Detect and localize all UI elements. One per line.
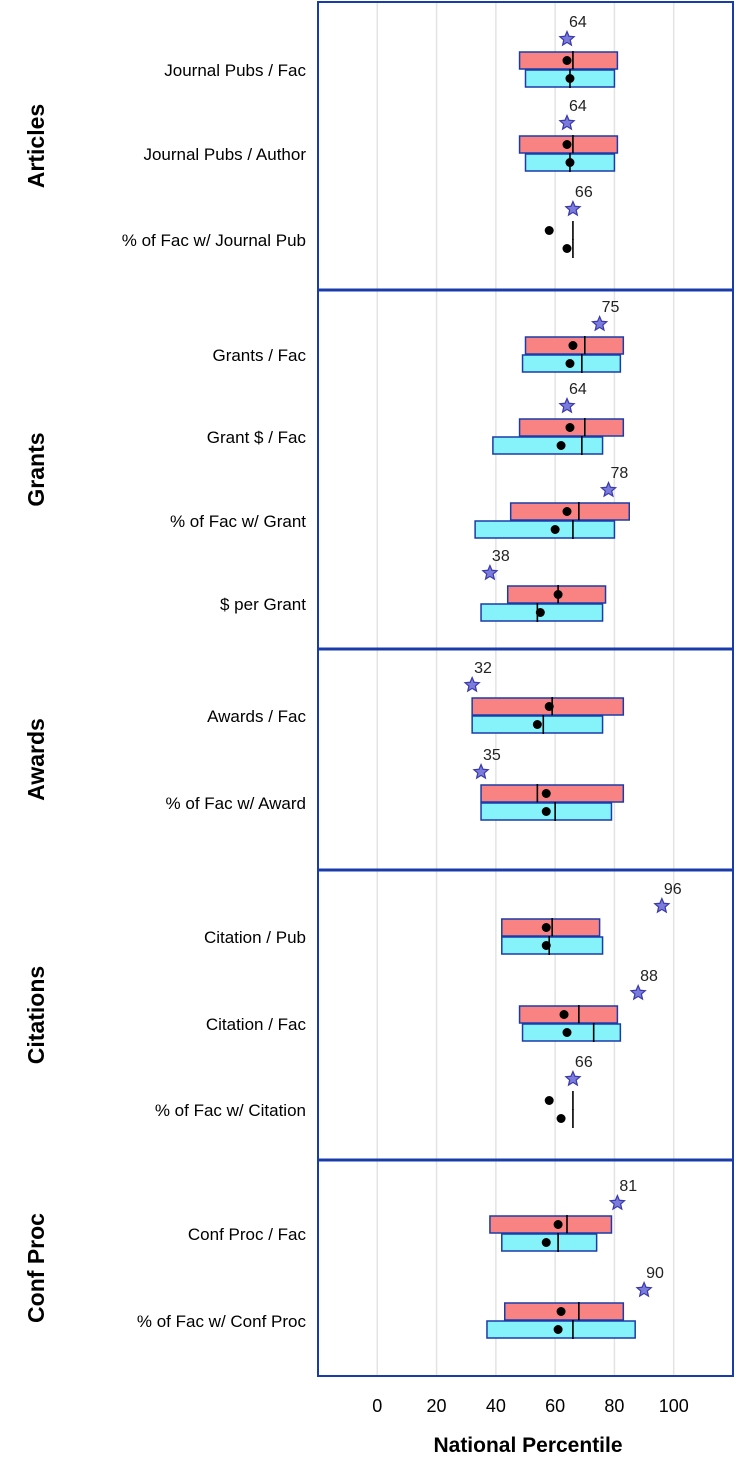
box-top	[480, 784, 625, 803]
star-marker	[564, 1069, 582, 1087]
value-label: 64	[569, 14, 587, 31]
value-label: 38	[492, 548, 510, 565]
star-marker	[558, 29, 576, 47]
metric-label: Journal Pubs / Fac	[164, 61, 306, 80]
box-bottom-mean-dot	[541, 807, 551, 816]
star-marker	[599, 480, 618, 498]
metric-label: Citation / Fac	[206, 1015, 307, 1034]
box-bottom-mean-dot	[532, 720, 542, 729]
box-bottom-mean-dot	[541, 941, 551, 950]
panel-label: Conf Proc	[23, 1213, 49, 1323]
value-label: 64	[569, 381, 587, 398]
metric-label: $ per Grant	[220, 595, 306, 614]
box-top-mean-dot	[544, 226, 554, 235]
metric-label: % of Fac w/ Journal Pub	[122, 231, 306, 250]
value-label: 88	[640, 968, 658, 985]
box-top-mean-dot	[562, 56, 572, 65]
x-tick-label: 80	[604, 1396, 624, 1416]
panel-label: Citations	[23, 966, 49, 1064]
box-top-mean-dot	[562, 507, 572, 516]
x-tick-label: 100	[659, 1396, 689, 1416]
value-label: 78	[611, 465, 629, 482]
star-marker	[463, 675, 481, 693]
panel-label: Grants	[23, 432, 49, 506]
x-tick-label: 0	[372, 1396, 382, 1416]
star-marker	[635, 1280, 653, 1298]
box-bottom-mean-dot	[550, 525, 560, 534]
metric-label: Grant $ / Fac	[207, 428, 307, 447]
star-marker	[472, 762, 490, 780]
x-tick-label: 40	[486, 1396, 506, 1416]
panel-frame	[317, 1159, 734, 1377]
metric-labels: Articles Journal Pubs / Fac Journal Pubs /…	[23, 61, 306, 1331]
metric-label: % of Fac w/ Conf Proc	[137, 1312, 307, 1331]
panel-label: Awards	[23, 718, 49, 801]
metric-label: Grants / Fac	[212, 346, 306, 365]
star-marker	[481, 563, 499, 581]
metric-label: Journal Pubs / Author	[143, 145, 306, 164]
box-top	[489, 1215, 613, 1234]
value-label: 32	[474, 660, 492, 677]
box-top-mean-dot	[541, 789, 551, 798]
box-top-mean-dot	[556, 1307, 566, 1316]
star-marker	[564, 199, 582, 217]
x-axis-title: National Percentile	[433, 1434, 622, 1457]
metric-label: Citation / Pub	[204, 928, 306, 947]
box-bottom-mean-dot	[565, 74, 575, 83]
star-marker	[608, 1193, 627, 1211]
x-tick-label: 20	[427, 1396, 447, 1416]
star-marker	[629, 983, 647, 1001]
metric-label: Conf Proc / Fac	[188, 1225, 307, 1244]
box-top-mean-dot	[544, 702, 554, 711]
panels	[317, 1, 734, 1377]
x-tick-label: 60	[545, 1396, 565, 1416]
box-top-mean-dot	[568, 341, 578, 350]
x-axis: 0 20 40 60 80 100	[372, 1396, 688, 1416]
value-label: 81	[619, 1178, 637, 1195]
box-bottom-mean-dot	[562, 1028, 572, 1037]
star-marker	[653, 896, 671, 914]
box-bottom-mean-dot	[553, 1325, 563, 1334]
panel-label: Articles	[23, 104, 49, 188]
value-label: 64	[569, 98, 587, 115]
box-top-mean-dot	[541, 923, 551, 932]
box-bottom-mean-dot	[565, 359, 575, 368]
box-bottom-mean-dot	[556, 441, 566, 450]
box-bottom-mean-dot	[562, 244, 572, 253]
value-label: 75	[602, 299, 620, 316]
star-marker	[590, 314, 609, 332]
box-bottom	[492, 436, 604, 455]
box-top-mean-dot	[553, 590, 563, 599]
value-label: 66	[575, 184, 593, 201]
box-top-mean-dot	[562, 140, 572, 149]
box-top-mean-dot	[553, 1220, 563, 1229]
box-bottom-mean-dot	[556, 1114, 566, 1123]
value-label: 66	[575, 1054, 593, 1071]
chart-marks: 64 64 66 75 64 78 38 32 35 96 88 66 81 90	[463, 14, 682, 1339]
box-bottom	[474, 520, 616, 539]
box-bottom-mean-dot	[535, 608, 545, 617]
metric-label: % of Fac w/ Citation	[155, 1101, 306, 1120]
panel-frame	[317, 648, 734, 871]
value-label: 35	[483, 747, 501, 764]
box-bottom-mean-dot	[541, 1238, 551, 1247]
box-bottom-mean-dot	[565, 158, 575, 167]
star-marker	[558, 396, 576, 414]
grid-lines	[376, 2, 675, 1376]
box-top-mean-dot	[565, 423, 575, 432]
metric-label: % of Fac w/ Grant	[170, 512, 306, 531]
metric-label: Awards / Fac	[207, 707, 306, 726]
star-marker	[558, 113, 576, 131]
value-label: 90	[646, 1265, 664, 1282]
box-top-mean-dot	[559, 1010, 569, 1019]
value-label: 96	[664, 881, 682, 898]
box-top-mean-dot	[544, 1096, 554, 1105]
metric-label: % of Fac w/ Award	[166, 794, 306, 813]
box-bottom	[501, 936, 604, 955]
